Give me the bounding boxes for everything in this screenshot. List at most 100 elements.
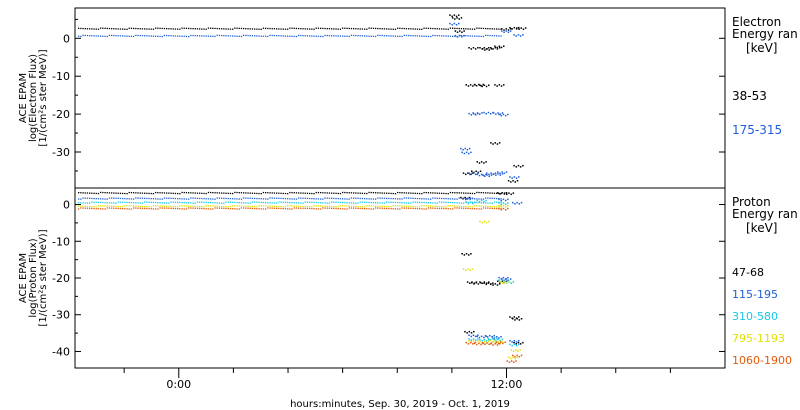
baseline-point: [469, 197, 471, 200]
baseline-point: [150, 192, 152, 195]
baseline-point: [124, 205, 126, 207]
baseline-point: [221, 28, 223, 30]
data-point: [494, 84, 496, 86]
baseline-point: [287, 201, 289, 204]
baseline-point: [333, 192, 335, 194]
baseline-point: [309, 192, 311, 195]
baseline-point: [421, 193, 423, 195]
baseline-point: [196, 205, 199, 208]
baseline-point: [95, 201, 97, 203]
baseline-point: [245, 197, 247, 199]
baseline-point: [201, 28, 203, 30]
baseline-point: [496, 201, 498, 203]
baseline-point: [265, 205, 267, 207]
baseline-point: [339, 198, 342, 200]
baseline-point: [124, 201, 126, 203]
baseline-point: [487, 197, 489, 199]
baseline-point: [119, 197, 122, 200]
baseline-point: [401, 192, 403, 194]
baseline-point: [355, 197, 357, 199]
baseline-point: [392, 198, 394, 200]
baseline-point: [265, 202, 267, 204]
baseline-point: [214, 198, 216, 200]
baseline-point: [199, 192, 201, 194]
baseline-point: [117, 197, 119, 199]
baseline-point: [104, 202, 106, 204]
data-point: [490, 339, 492, 342]
baseline-point: [199, 197, 201, 200]
baseline-point: [474, 192, 476, 195]
baseline-point: [399, 208, 401, 210]
baseline-point: [368, 208, 370, 210]
baseline-point: [361, 35, 364, 37]
baseline-point: [267, 205, 269, 207]
baseline-point: [104, 208, 106, 210]
data-point: [461, 253, 463, 255]
baseline-point: [260, 201, 262, 204]
baseline-point: [280, 207, 282, 210]
data-point: [468, 254, 470, 256]
baseline-point: [498, 35, 500, 37]
baseline-point: [196, 197, 199, 199]
data-point: [517, 341, 520, 344]
baseline-point: [322, 35, 324, 38]
baseline-point: [225, 192, 227, 194]
baseline-point: [485, 197, 487, 199]
baseline-point: [232, 205, 234, 207]
baseline-point: [126, 28, 128, 30]
baseline-point: [434, 28, 436, 30]
baseline-point: [238, 202, 240, 204]
baseline-point: [293, 205, 295, 207]
baseline-point: [326, 28, 328, 30]
baseline-point: [278, 28, 280, 30]
baseline-point: [425, 202, 427, 204]
baseline-point: [218, 192, 221, 194]
data-point: [463, 254, 466, 256]
baseline-point: [97, 192, 100, 195]
baseline-point: [313, 193, 315, 195]
baseline-point: [137, 28, 139, 30]
baseline-point: [139, 205, 141, 207]
baseline-point: [89, 35, 91, 37]
data-point: [463, 34, 465, 37]
baseline-point: [408, 207, 410, 209]
baseline-point: [445, 192, 447, 195]
baseline-point: [247, 202, 249, 204]
data-point: [483, 220, 486, 223]
baseline-point: [357, 35, 359, 37]
baseline-point: [93, 35, 95, 37]
baseline-point: [313, 28, 315, 30]
data-point: [477, 283, 480, 285]
baseline-point: [320, 27, 322, 29]
baseline-point: [108, 192, 111, 194]
baseline-point: [320, 208, 322, 210]
baseline-point: [236, 191, 238, 194]
baseline-point: [232, 28, 234, 30]
baseline-point: [445, 208, 447, 210]
baseline-point: [106, 192, 108, 194]
baseline-point: [108, 207, 111, 209]
baseline-point: [122, 208, 124, 210]
baseline-point: [190, 197, 192, 199]
baseline-point: [269, 27, 271, 30]
baseline-point: [339, 192, 342, 195]
baseline-point: [383, 202, 386, 204]
y-tick-label: -30: [52, 146, 70, 159]
baseline-point: [190, 27, 192, 30]
baseline-point: [348, 27, 350, 30]
baseline-point: [295, 207, 298, 209]
data-point: [507, 279, 509, 281]
baseline-point: [170, 28, 172, 30]
data-point: [479, 170, 482, 172]
baseline-point: [192, 34, 194, 37]
data-point: [502, 342, 504, 345]
series-38-53: [78, 14, 527, 183]
data-point: [515, 341, 518, 343]
baseline-point: [174, 28, 177, 30]
baseline-point: [408, 34, 410, 37]
baseline-point: [397, 198, 399, 200]
baseline-point: [322, 202, 324, 204]
data-point: [464, 196, 466, 199]
baseline-point: [86, 205, 89, 208]
baseline-point: [141, 202, 144, 204]
